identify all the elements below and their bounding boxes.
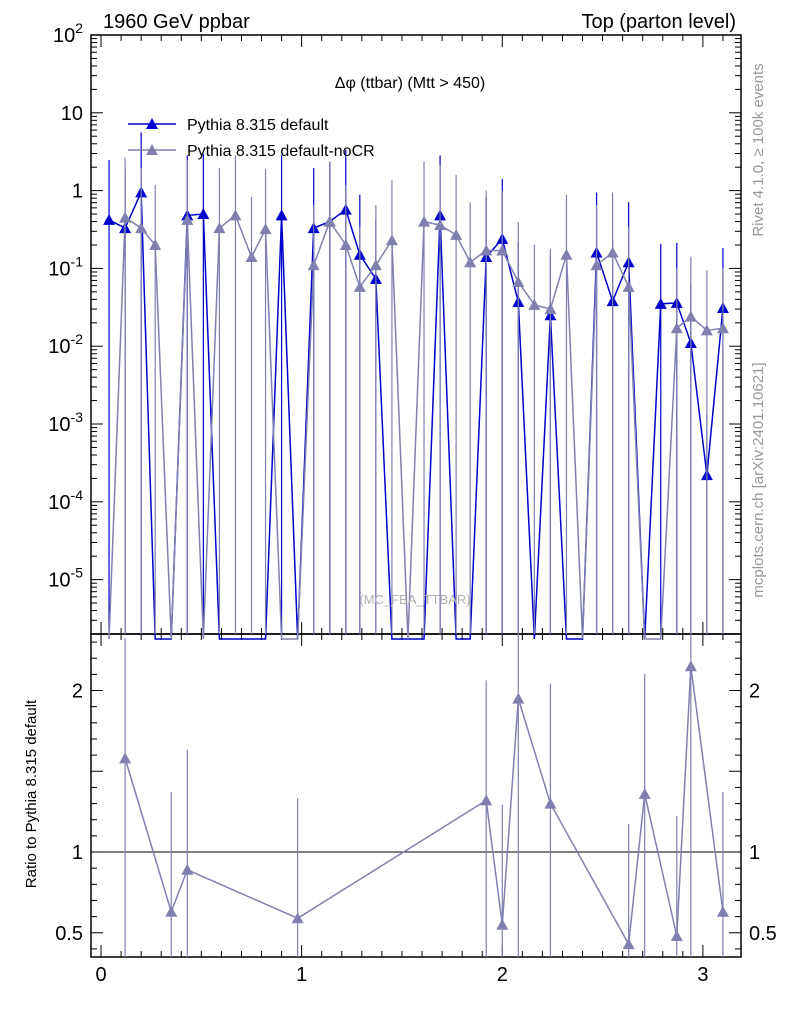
header-right: Top (parton level) bbox=[581, 11, 736, 33]
legend-marker-default bbox=[146, 118, 158, 129]
data-point bbox=[135, 222, 148, 234]
data-point bbox=[480, 244, 493, 256]
x-tick-label: 3 bbox=[697, 964, 708, 986]
data-series bbox=[103, 132, 729, 957]
y-tick-label: 10-4 bbox=[48, 487, 83, 514]
ratio-point bbox=[684, 660, 697, 672]
axes-frames bbox=[90, 34, 742, 958]
ratio-y-tick-label-right: 1 bbox=[749, 842, 760, 864]
data-point bbox=[385, 234, 398, 246]
ratio-point bbox=[638, 787, 651, 799]
data-point bbox=[229, 209, 242, 221]
x-tick-label: 2 bbox=[497, 964, 508, 986]
x-tick-label: 1 bbox=[296, 964, 307, 986]
data-point bbox=[560, 248, 573, 260]
legend-label-default: Pythia 8.315 default bbox=[187, 117, 329, 134]
y-tick-label: 10 bbox=[61, 103, 83, 125]
side-label-bottom: mcplots.cern.ch [arXiv:2401.10621] bbox=[750, 362, 767, 597]
data-point bbox=[275, 209, 288, 221]
data-point bbox=[450, 228, 463, 240]
data-point bbox=[245, 251, 258, 263]
ratio-point bbox=[181, 863, 194, 875]
data-point bbox=[464, 256, 477, 268]
data-point bbox=[323, 215, 336, 227]
side-label-top: Rivet 4.1.0, ≥ 100k events bbox=[750, 63, 767, 236]
data-point bbox=[149, 238, 162, 250]
ratio-point bbox=[291, 912, 304, 924]
ratio-y-tick-label-right: 0.5 bbox=[749, 923, 777, 945]
ratio-point bbox=[716, 905, 729, 917]
ratio-y-tick-label: 1 bbox=[72, 842, 83, 864]
y-tick-label: 102 bbox=[53, 20, 83, 47]
y-tick-label-exp: -2 bbox=[71, 331, 84, 347]
data-point bbox=[590, 259, 603, 271]
y-tick-label-base: 10 bbox=[48, 414, 70, 436]
ratio-point bbox=[622, 938, 635, 950]
ratio-point bbox=[165, 905, 178, 917]
data-point bbox=[670, 322, 683, 334]
ratio-y-tick-label: 2 bbox=[72, 681, 83, 703]
header-left: 1960 GeV ppbar bbox=[103, 11, 250, 33]
y-tick-label: 10-2 bbox=[48, 331, 83, 358]
plot-title: Δφ (ttbar) (Mtt > 450) bbox=[335, 75, 485, 92]
axis-ticks bbox=[91, 34, 741, 957]
y-tick-label-base: 10 bbox=[48, 258, 70, 280]
legend-marker-nocr bbox=[146, 144, 158, 155]
data-point bbox=[119, 211, 132, 223]
data-point bbox=[197, 208, 210, 220]
y-tick-label-exp: -3 bbox=[71, 409, 84, 425]
y-tick-label-exp: 2 bbox=[75, 20, 83, 36]
ratio-frame bbox=[90, 633, 742, 958]
y-tick-label: 10-1 bbox=[48, 253, 83, 280]
data-point bbox=[181, 213, 194, 225]
ratio-y-tick-label: 0.5 bbox=[55, 923, 83, 945]
y-tick-label-base: 10 bbox=[48, 570, 70, 592]
y-tick-label-base: 10 bbox=[48, 492, 70, 514]
data-point bbox=[622, 280, 635, 292]
data-point bbox=[496, 244, 509, 256]
ratio-ylabel: Ratio to Pythia 8.315 default bbox=[23, 699, 40, 888]
data-point bbox=[369, 259, 382, 271]
data-point bbox=[654, 297, 667, 309]
data-point bbox=[512, 275, 525, 287]
y-tick-label-exp: -4 bbox=[71, 487, 84, 503]
ratio-line bbox=[124, 666, 724, 947]
ratio-point bbox=[496, 918, 509, 930]
data-point bbox=[606, 246, 619, 258]
y-tick-label: 10-5 bbox=[48, 565, 83, 592]
y-tick-label: 1 bbox=[72, 181, 83, 203]
data-point bbox=[213, 222, 226, 234]
ratio-point bbox=[480, 794, 493, 806]
y-tick-label-base: 10 bbox=[53, 25, 75, 47]
data-point bbox=[716, 322, 729, 334]
legend-label-nocr: Pythia 8.315 default-noCR bbox=[187, 143, 375, 160]
ratio-point bbox=[544, 797, 557, 809]
data-point bbox=[259, 223, 272, 235]
data-point bbox=[684, 310, 697, 322]
data-point bbox=[418, 215, 431, 227]
ratio-point bbox=[512, 692, 525, 704]
ratio-y-tick-label-right: 2 bbox=[749, 681, 760, 703]
y-tick-label-base: 10 bbox=[48, 336, 70, 358]
data-point bbox=[544, 303, 557, 315]
x-tick-label: 0 bbox=[95, 964, 106, 986]
y-tick-label: 10-3 bbox=[48, 409, 83, 436]
data-point bbox=[353, 280, 366, 292]
y-tick-label-exp: -5 bbox=[71, 565, 84, 581]
ratio-point bbox=[670, 930, 683, 942]
data-point bbox=[434, 219, 447, 231]
ratio-point bbox=[119, 752, 132, 764]
series-line-1 bbox=[108, 214, 724, 640]
data-point bbox=[528, 298, 541, 310]
data-point bbox=[103, 213, 116, 225]
data-point bbox=[339, 238, 352, 250]
watermark: (MC_FBA_TTBAR) bbox=[359, 592, 470, 607]
legend: Pythia 8.315 default Pythia 8.315 defaul… bbox=[128, 117, 375, 160]
y-tick-label-exp: -1 bbox=[71, 253, 84, 269]
data-point bbox=[700, 324, 713, 336]
data-point bbox=[307, 259, 320, 271]
